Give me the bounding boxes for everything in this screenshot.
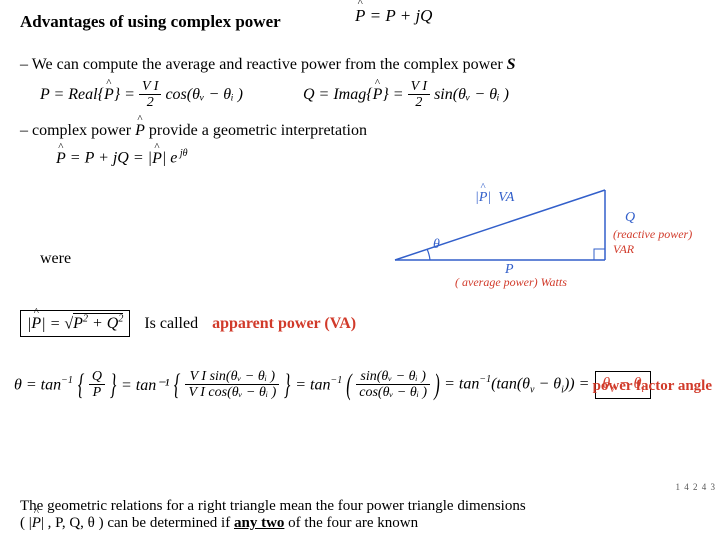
footer-text: The geometric relations for a right tria… [20, 498, 700, 532]
hyp-label: |P| VA [475, 190, 514, 206]
were-label: were [40, 250, 71, 268]
is-called: Is called [144, 315, 198, 333]
bullet-2: – complex power P provide a geometric in… [20, 122, 700, 140]
phat-polar: P = P + jQ = |P| e jθ [56, 148, 700, 167]
page-marker: 1 4 2 4 3 [676, 482, 717, 492]
eq-row-pq: P = Real{P} = V I2 cos(θᵥ − θᵢ ) Q = Ima… [40, 80, 700, 110]
complex-power-def: P = P + jQ [355, 6, 432, 26]
eq-q: Q = Imag{P} = V I2 sin(θᵥ − θᵢ ) [303, 80, 509, 110]
q-label: Q [625, 210, 635, 226]
apparent-power-mag: |P| = √P2 + Q2 [20, 310, 130, 337]
power-triangle: |P| VA Q (reactive power) VAR P ( averag… [375, 180, 705, 290]
theta-label: θ [433, 237, 440, 253]
q-sublabel: (reactive power) VAR [613, 227, 705, 257]
theta-derivation: θ = tan−1 { QP } = tan⁻¹ { V I sin(θᵥ − … [14, 368, 651, 402]
apparent-power-row: |P| = √P2 + Q2 Is called apparent power … [20, 310, 356, 337]
apparent-power-label: apparent power (VA) [212, 315, 356, 333]
power-factor-angle-label: power factor angle [593, 378, 712, 395]
bullet-1: – We can compute the average and reactiv… [20, 56, 700, 74]
eq-p: P = Real{P} = V I2 cos(θᵥ − θᵢ ) [40, 80, 243, 110]
p-sublabel: ( average power) Watts [455, 275, 567, 290]
